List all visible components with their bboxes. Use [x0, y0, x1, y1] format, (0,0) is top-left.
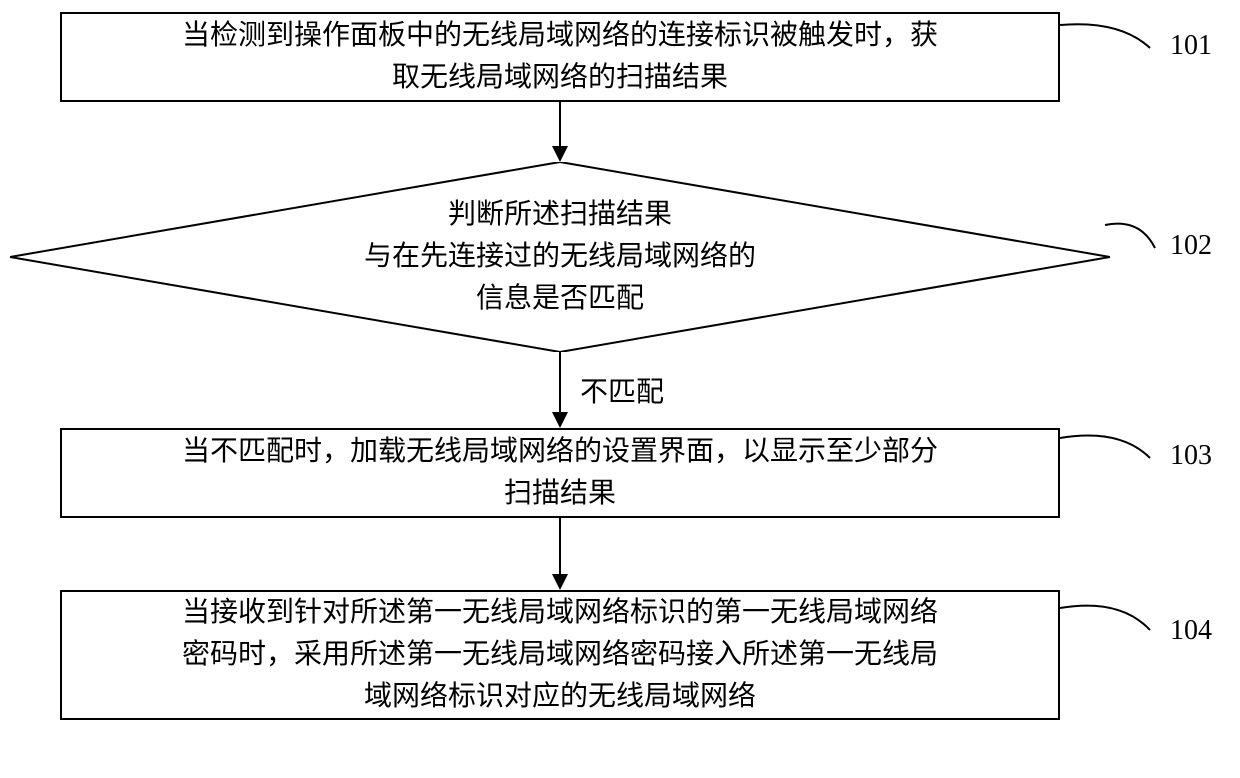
step-2-line3: 信息是否匹配: [476, 283, 644, 314]
flowchart-container: 当检测到操作面板中的无线局域网络的连接标识被触发时，获 取无线局域网络的扫描结果…: [0, 0, 1240, 778]
arrow-3: [540, 518, 580, 592]
step-label-104: 104: [1170, 615, 1212, 647]
step-label-103: 103: [1170, 440, 1212, 472]
step-3-text: 当不匹配时，加载无线局域网络的设置界面，以显示至少部分 扫描结果: [162, 421, 958, 525]
step-4-line2: 密码时，采用所述第一无线局域网络密码接入所述第一无线局: [182, 639, 938, 670]
step-1-line2: 取无线局域网络的扫描结果: [392, 62, 728, 93]
step-3-line2: 扫描结果: [504, 478, 616, 509]
step-2-diamond: 判断所述扫描结果 与在先连接过的无线局域网络的 信息是否匹配: [10, 162, 1110, 352]
step-1-box: 当检测到操作面板中的无线局域网络的连接标识被触发时，获 取无线局域网络的扫描结果: [60, 12, 1060, 102]
step-3-box: 当不匹配时，加载无线局域网络的设置界面，以显示至少部分 扫描结果: [60, 428, 1060, 518]
step-4-box: 当接收到针对所述第一无线局域网络标识的第一无线局域网络 密码时，采用所述第一无线…: [60, 590, 1060, 720]
step-label-102: 102: [1170, 230, 1212, 262]
step-2-line2: 与在先连接过的无线局域网络的: [364, 241, 756, 272]
step-4-text: 当接收到针对所述第一无线局域网络标识的第一无线局域网络 密码时，采用所述第一无线…: [162, 582, 958, 728]
arrow-2: [540, 352, 580, 430]
step-1-line1: 当检测到操作面板中的无线局域网络的连接标识被触发时，获: [182, 20, 938, 51]
step-4-line3: 域网络标识对应的无线局域网络: [364, 681, 756, 712]
edge-label-mismatch: 不匹配: [580, 370, 664, 410]
arrow-1: [540, 102, 580, 164]
step-4-line1: 当接收到针对所述第一无线局域网络标识的第一无线局域网络: [182, 597, 938, 628]
step-1-text: 当检测到操作面板中的无线局域网络的连接标识被触发时，获 取无线局域网络的扫描结果: [162, 5, 958, 109]
step-2-text: 判断所述扫描结果 与在先连接过的无线局域网络的 信息是否匹配: [10, 162, 1110, 352]
step-label-101: 101: [1170, 30, 1212, 62]
step-2-line1: 判断所述扫描结果: [448, 199, 672, 230]
step-3-line1: 当不匹配时，加载无线局域网络的设置界面，以显示至少部分: [182, 436, 938, 467]
